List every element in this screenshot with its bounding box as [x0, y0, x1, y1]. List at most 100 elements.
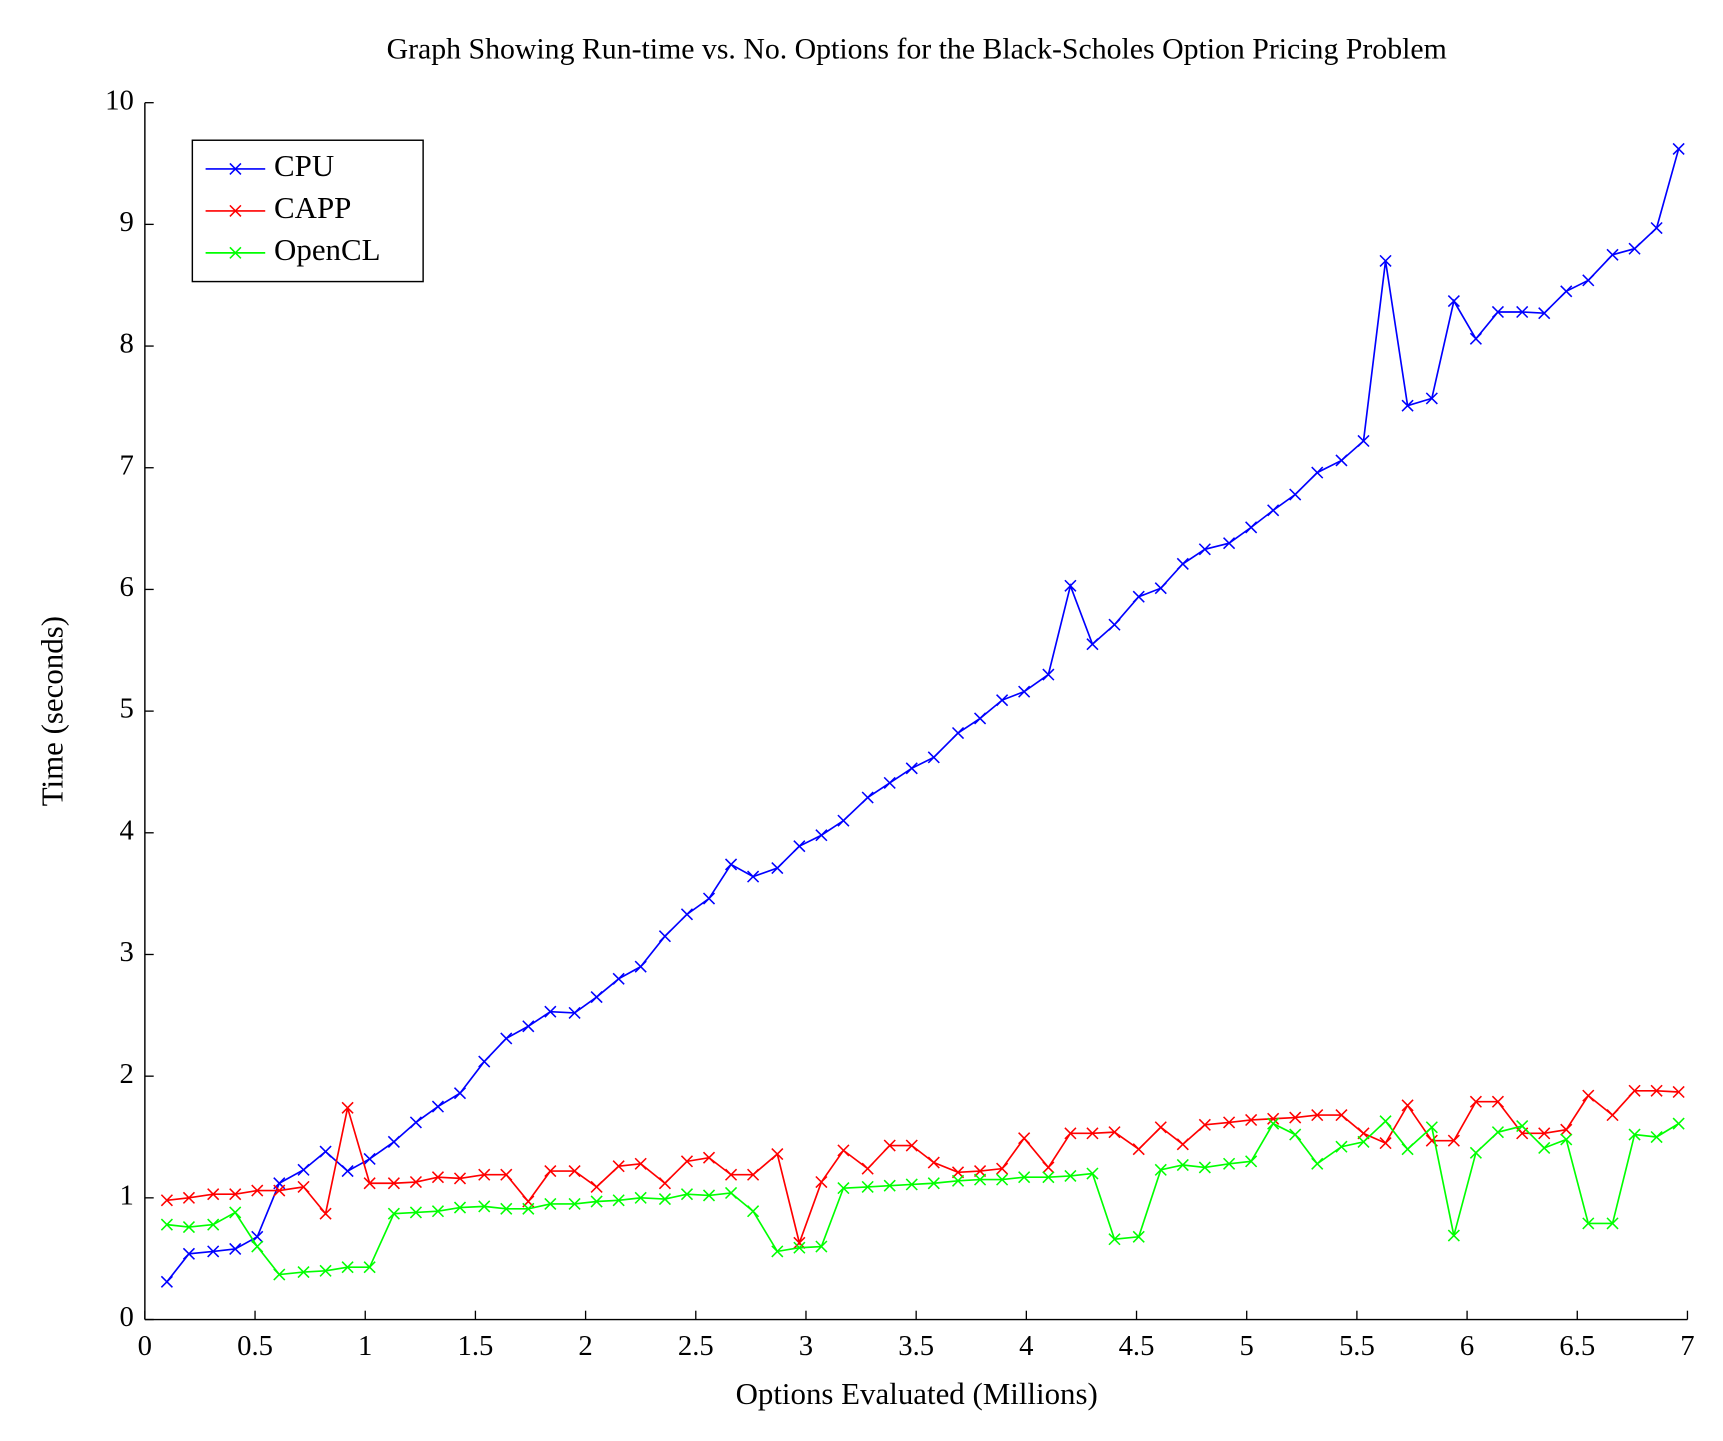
x-tick-label: 3	[799, 1330, 813, 1362]
marker	[1516, 1119, 1529, 1133]
x-tick-label: 4	[1019, 1330, 1033, 1362]
marker	[1223, 1116, 1236, 1129]
marker	[1491, 1126, 1505, 1139]
marker	[207, 1218, 220, 1231]
marker	[1289, 1111, 1302, 1124]
marker	[1357, 434, 1370, 448]
marker	[771, 1147, 784, 1161]
marker	[1379, 254, 1392, 267]
x-tick-label: 3.5	[898, 1330, 934, 1362]
marker	[1018, 1171, 1031, 1184]
marker	[431, 1100, 445, 1113]
marker	[724, 1168, 738, 1181]
marker	[771, 1245, 784, 1258]
marker	[1042, 1161, 1055, 1174]
marker	[927, 1156, 940, 1169]
marker	[500, 1032, 513, 1045]
legend-label: CAPP	[274, 190, 351, 225]
marker	[1425, 392, 1438, 405]
marker	[680, 1188, 694, 1201]
marker	[1606, 248, 1619, 261]
marker	[1086, 1167, 1099, 1180]
marker	[251, 1184, 264, 1197]
marker	[478, 1055, 491, 1068]
marker	[724, 858, 738, 871]
marker	[1018, 685, 1031, 698]
marker	[341, 1165, 354, 1178]
x-tick-label: 1.5	[457, 1330, 493, 1362]
marker	[500, 1202, 513, 1215]
marker	[160, 1194, 173, 1207]
marker	[273, 1268, 286, 1281]
marker	[522, 1020, 535, 1033]
chart-title: Graph Showing Run-time vs. No. Options f…	[387, 33, 1447, 66]
marker	[1357, 1135, 1370, 1148]
marker	[658, 1192, 672, 1206]
marker	[1560, 1133, 1573, 1146]
marker	[1401, 1099, 1414, 1112]
marker	[1538, 1141, 1551, 1155]
marker	[1108, 1233, 1121, 1246]
marker	[612, 972, 625, 985]
marker	[1176, 1138, 1189, 1151]
y-tick-label: 5	[119, 693, 133, 725]
x-tick-label: 5.5	[1339, 1330, 1375, 1362]
marker	[1086, 1127, 1099, 1140]
x-axis-label: Options Evaluated (Millions)	[736, 1376, 1098, 1411]
marker	[544, 1165, 557, 1178]
marker	[229, 246, 242, 259]
marker	[1447, 1229, 1460, 1242]
marker	[1401, 399, 1414, 412]
marker	[1108, 618, 1121, 631]
x-tick-label: 4.5	[1119, 1330, 1155, 1362]
marker	[453, 1172, 467, 1185]
marker	[160, 1218, 173, 1231]
marker	[229, 1206, 242, 1219]
marker	[1064, 579, 1077, 592]
marker	[568, 1165, 581, 1178]
marker	[522, 1202, 535, 1215]
marker	[297, 1180, 310, 1193]
y-tick-label: 10	[105, 84, 134, 116]
marker	[702, 1151, 716, 1164]
marker	[1491, 305, 1505, 319]
x-tick-label: 1	[358, 1330, 372, 1362]
marker	[431, 1171, 445, 1184]
marker	[229, 1188, 242, 1201]
marker	[1606, 1109, 1619, 1122]
marker	[1223, 537, 1236, 550]
marker	[658, 930, 672, 943]
marker	[341, 1261, 354, 1274]
marker	[837, 1182, 850, 1195]
marker	[680, 1155, 694, 1168]
marker	[793, 1236, 806, 1249]
marker	[590, 1195, 603, 1208]
marker	[409, 1116, 422, 1129]
marker	[544, 1197, 557, 1211]
marker	[409, 1175, 422, 1189]
y-tick-label: 0	[119, 1301, 133, 1333]
marker	[1516, 305, 1529, 319]
marker	[1650, 1130, 1663, 1144]
marker	[1289, 1128, 1302, 1141]
marker	[1176, 557, 1189, 570]
marker	[793, 1241, 806, 1254]
marker	[1132, 1143, 1145, 1156]
marker	[747, 1168, 760, 1181]
marker	[747, 1205, 760, 1218]
marker	[1154, 1121, 1167, 1134]
marker	[724, 1186, 738, 1200]
legend-label: CPU	[274, 148, 334, 183]
legend-label: OpenCL	[274, 232, 380, 267]
marker	[319, 1207, 332, 1220]
x-tick-label: 2.5	[678, 1330, 714, 1362]
marker	[1582, 1217, 1595, 1230]
marker	[453, 1201, 467, 1214]
marker	[363, 1177, 376, 1190]
marker	[861, 1162, 874, 1175]
series-line	[166, 1089, 1679, 1246]
marker	[883, 776, 896, 789]
marker	[182, 1191, 196, 1204]
marker	[973, 1173, 987, 1186]
marker	[837, 1144, 850, 1157]
